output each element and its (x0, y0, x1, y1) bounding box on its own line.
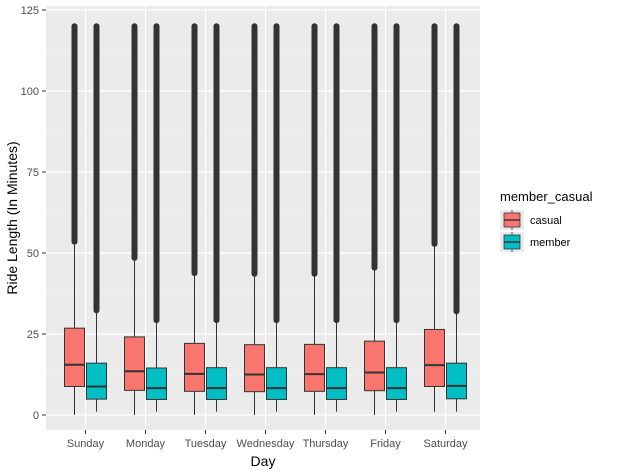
box-casual-tuesday (184, 342, 205, 392)
y-axis-ticks: 0 25 50 75 100 125 (21, 5, 46, 422)
boxes (64, 241, 467, 415)
box-casual-friday (364, 340, 385, 392)
x-tick-label: Sunday (67, 438, 105, 450)
x-tick-label: Friday (370, 438, 401, 450)
major-gridlines (46, 6, 480, 430)
legend-title: member_casual (500, 189, 593, 204)
x-tick-label: Tuesday (185, 438, 227, 450)
y-tick-label: 100 (21, 86, 39, 98)
box-member-friday (386, 367, 407, 400)
box-casual-saturday (424, 328, 445, 387)
box-member-sunday (86, 362, 107, 400)
y-axis-title: Ride Length (In Minutes) (4, 141, 20, 294)
minor-gridlines (46, 50, 480, 375)
y-tick-label: 50 (27, 248, 39, 260)
y-tick-label: 125 (21, 5, 39, 17)
y-tick-label: 0 (33, 410, 39, 422)
box-member-wednesday (266, 367, 287, 400)
x-tick-label: Monday (126, 438, 166, 450)
legend-label-casual: casual (530, 215, 562, 227)
x-axis-title: Day (251, 453, 276, 469)
box-casual-wednesday (244, 344, 265, 393)
outlier-columns (71, 23, 460, 324)
y-tick-label: 75 (27, 167, 39, 179)
x-tick-label: Saturday (423, 438, 468, 450)
box-member-thursday (326, 367, 347, 400)
x-axis-ticks: Sunday Monday Tuesday Wednesday Thursday Frid… (67, 430, 468, 450)
legend-label-member: member (530, 237, 571, 249)
x-tick-label: Wednesday (237, 438, 295, 450)
box-member-tuesday (206, 367, 227, 400)
y-tick-label: 25 (27, 329, 39, 341)
box-casual-thursday (304, 343, 325, 392)
x-tick-label: Thursday (303, 438, 349, 450)
box-member-saturday (446, 362, 467, 400)
box-casual-sunday (64, 327, 85, 387)
legend: member_casual casual member (500, 189, 593, 252)
box-member-monday (146, 367, 167, 400)
box-casual-monday (124, 336, 145, 391)
